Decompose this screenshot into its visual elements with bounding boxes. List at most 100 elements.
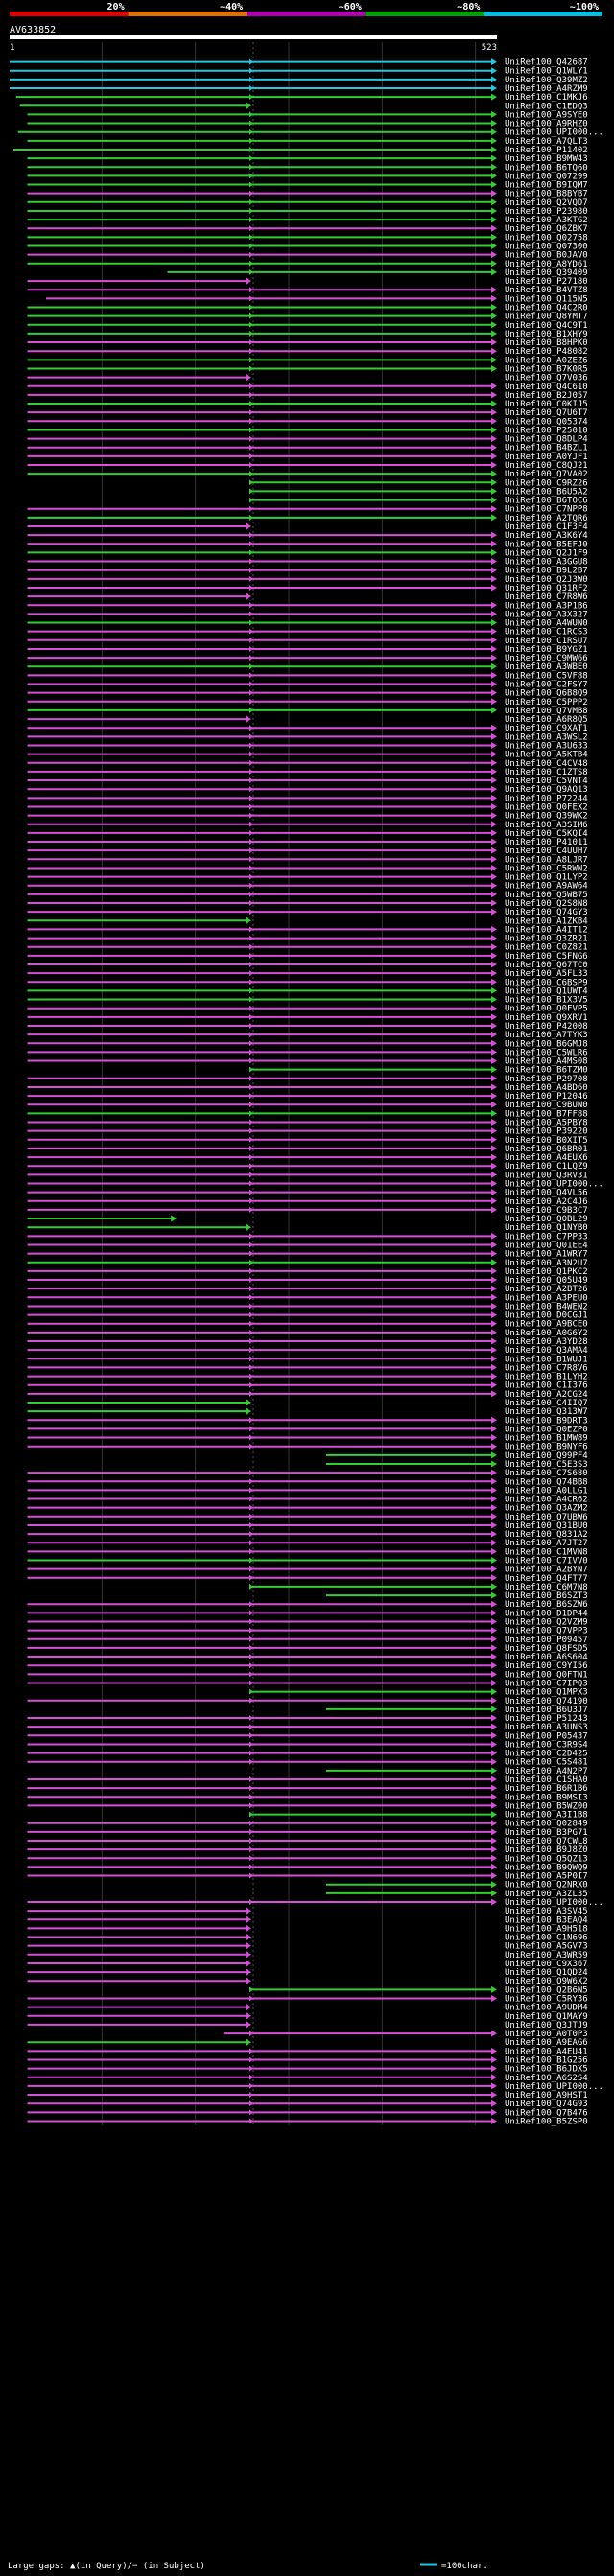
hit-label[interactable]: UniRef100_A3P1B6 xyxy=(505,601,588,611)
hit-row[interactable]: UniRef100_Q1NYB0 xyxy=(27,1223,588,1233)
hit-row[interactable]: UniRef100_C6BSP9 xyxy=(27,978,588,987)
hit-label[interactable]: UniRef100_A8YD61 xyxy=(505,260,588,269)
hit-row[interactable]: UniRef100_C5VF88 xyxy=(27,671,588,681)
hit-label[interactable]: UniRef100_B6SZT3 xyxy=(505,1591,588,1601)
hit-row[interactable]: UniRef100_Q02849 xyxy=(27,1820,588,1829)
hit-row[interactable]: UniRef100_Q2B6N5 xyxy=(249,1985,588,1995)
hit-row[interactable]: UniRef100_P25010 xyxy=(27,426,588,435)
hit-row[interactable]: UniRef100_B3PG71 xyxy=(27,1828,588,1838)
hit-label[interactable]: UniRef100_A9HST1 xyxy=(505,2091,588,2100)
hit-row[interactable]: UniRef100_B6SZT3 xyxy=(325,1591,588,1601)
hit-label[interactable]: UniRef100_B9IQM7 xyxy=(505,181,588,191)
hit-label[interactable]: UniRef100_C1LQZ9 xyxy=(505,1162,588,1172)
hit-row[interactable]: UniRef100_P11402 xyxy=(12,146,588,155)
hit-label[interactable]: UniRef100_Q4C2R0 xyxy=(505,303,588,313)
hit-row[interactable]: UniRef100_C8QJ21 xyxy=(27,461,588,471)
hit-label[interactable]: UniRef100_A3K6Y4 xyxy=(505,531,588,541)
hit-row[interactable]: UniRef100_P29708 xyxy=(27,1075,588,1084)
hit-row[interactable]: UniRef100_C7R8W6 xyxy=(27,592,588,602)
hit-label[interactable]: UniRef100_B6SZW6 xyxy=(505,1600,588,1610)
hit-label[interactable]: UniRef100_Q3AZM2 xyxy=(505,1504,588,1514)
hit-row[interactable]: UniRef100_B4BZL1 xyxy=(27,444,588,453)
hit-label[interactable]: UniRef100_A5FL33 xyxy=(505,969,588,979)
hit-label[interactable]: UniRef100_C7R8V6 xyxy=(505,1363,588,1373)
hit-row[interactable]: UniRef100_A3SV45 xyxy=(27,1907,588,1916)
hit-row[interactable]: UniRef100_Q7V036 xyxy=(27,374,588,383)
hit-label[interactable]: UniRef100_C5VNT4 xyxy=(505,777,588,786)
hit-label[interactable]: UniRef100_B2J057 xyxy=(505,391,588,401)
hit-row[interactable]: UniRef100_P51243 xyxy=(27,1714,588,1724)
hit-row[interactable]: UniRef100_Q8YMT7 xyxy=(27,313,588,322)
hit-row[interactable]: UniRef100_A7TYK3 xyxy=(27,1031,588,1040)
hit-label[interactable]: UniRef100_A4EU41 xyxy=(505,2047,588,2056)
hit-label[interactable]: UniRef100_C5FNG6 xyxy=(505,952,588,962)
hit-label[interactable]: UniRef100_C7R8W6 xyxy=(505,592,588,602)
hit-row[interactable]: UniRef100_B9YGZ1 xyxy=(27,645,588,655)
hit-label[interactable]: UniRef100_C5PPP2 xyxy=(505,698,588,708)
hit-row[interactable]: UniRef100_Q4VL56 xyxy=(27,1189,588,1198)
hit-label[interactable]: UniRef100_Q02758 xyxy=(505,233,588,243)
hit-label[interactable]: UniRef100_D0CGJ1 xyxy=(505,1311,588,1321)
hit-label[interactable]: UniRef100_B3EAQ4 xyxy=(505,1915,588,1925)
hit-row[interactable]: UniRef100_C9XAT1 xyxy=(27,724,588,733)
hit-row[interactable]: UniRef100_P39220 xyxy=(27,1127,588,1137)
hit-label[interactable]: UniRef100_B1G256 xyxy=(505,2055,588,2065)
hit-row[interactable]: UniRef100_A2C4J6 xyxy=(27,1197,588,1207)
hit-label[interactable]: UniRef100_C1RSU7 xyxy=(505,637,588,646)
hit-label[interactable]: UniRef100_UPI000... xyxy=(505,1179,603,1189)
hit-label[interactable]: UniRef100_A4IT12 xyxy=(505,925,588,935)
hit-label[interactable]: UniRef100_B4WEN2 xyxy=(505,1302,588,1311)
hit-label[interactable]: UniRef100_Q4C610 xyxy=(505,383,588,392)
hit-label[interactable]: UniRef100_A9EAG6 xyxy=(505,2038,588,2048)
hit-label[interactable]: UniRef100_B9MW43 xyxy=(505,154,588,164)
hit-row[interactable]: UniRef100_C7PP33 xyxy=(27,1232,588,1242)
hit-row[interactable]: UniRef100_C3R9S4 xyxy=(27,1740,588,1750)
hit-row[interactable]: UniRef100_Q7B476 xyxy=(27,2108,588,2118)
hit-label[interactable]: UniRef100_Q0FVP5 xyxy=(505,1005,588,1014)
hit-row[interactable]: UniRef100_Q31BU0 xyxy=(27,1521,588,1531)
hit-row[interactable]: UniRef100_C7S680 xyxy=(27,1469,588,1478)
hit-label[interactable]: UniRef100_A1ZKB4 xyxy=(505,917,588,926)
hit-row[interactable]: UniRef100_B8HPK0 xyxy=(27,338,588,348)
hit-label[interactable]: UniRef100_UPI000... xyxy=(505,1898,603,1908)
hit-label[interactable]: UniRef100_A0G6Y2 xyxy=(505,1329,588,1338)
hit-row[interactable]: UniRef100_B6GMJ8 xyxy=(27,1039,588,1049)
hit-label[interactable]: UniRef100_P11402 xyxy=(505,146,588,155)
hit-row[interactable]: UniRef100_C1I376 xyxy=(27,1381,588,1391)
hit-label[interactable]: UniRef100_C1N696 xyxy=(505,1934,588,1943)
hit-row[interactable]: UniRef100_C7R8V6 xyxy=(27,1363,588,1373)
hit-label[interactable]: UniRef100_P12046 xyxy=(505,1092,588,1102)
hit-row[interactable]: UniRef100_A0ZEZ6 xyxy=(27,356,588,365)
hit-label[interactable]: UniRef100_B1XHY9 xyxy=(505,330,588,339)
hit-row[interactable]: UniRef100_Q3AZM2 xyxy=(27,1504,588,1514)
hit-row[interactable]: UniRef100_Q1WLY1 xyxy=(10,67,588,77)
hit-label[interactable]: UniRef100_Q5QZ13 xyxy=(505,1854,588,1864)
hit-label[interactable]: UniRef100_Q31RF2 xyxy=(505,584,588,593)
hit-label[interactable]: UniRef100_C6M7N8 xyxy=(505,1583,588,1592)
hit-row[interactable]: UniRef100_B5ZSP0 xyxy=(27,2117,588,2126)
hit-row[interactable]: UniRef100_C5WLR6 xyxy=(27,1048,588,1057)
hit-row[interactable]: UniRef100_B6R1B6 xyxy=(27,1784,588,1794)
hit-row[interactable]: UniRef100_B9MW43 xyxy=(27,154,588,164)
hit-label[interactable]: UniRef100_Q2J3W0 xyxy=(505,575,588,585)
hit-label[interactable]: UniRef100_Q0BL29 xyxy=(505,1215,588,1224)
hit-label[interactable]: UniRef100_B6TZM0 xyxy=(505,1066,588,1076)
hit-label[interactable]: UniRef100_Q313W7 xyxy=(505,1407,588,1417)
hit-row[interactable]: UniRef100_C7IPQ3 xyxy=(27,1679,588,1688)
hit-label[interactable]: UniRef100_Q8FSD5 xyxy=(505,1644,588,1654)
hit-row[interactable]: UniRef100_B6SZW6 xyxy=(27,1600,588,1610)
hit-row[interactable]: UniRef100_B5EFJ0 xyxy=(27,540,588,549)
hit-row[interactable]: UniRef100_A9SYE0 xyxy=(27,110,588,120)
hit-label[interactable]: UniRef100_Q1QD24 xyxy=(505,1968,588,1978)
hit-row[interactable]: UniRef100_A1WRY7 xyxy=(27,1250,588,1260)
hit-label[interactable]: UniRef100_C4UUH7 xyxy=(505,847,588,856)
hit-label[interactable]: UniRef100_B9L2B7 xyxy=(505,567,588,576)
hit-label[interactable]: UniRef100_Q8DLP4 xyxy=(505,435,588,445)
hit-label[interactable]: UniRef100_B7K0R5 xyxy=(505,364,588,374)
hit-label[interactable]: UniRef100_C7PP33 xyxy=(505,1232,588,1242)
hit-label[interactable]: UniRef100_B6TOC6 xyxy=(505,497,588,506)
hit-label[interactable]: UniRef100_Q7V036 xyxy=(505,374,588,383)
hit-row[interactable]: UniRef100_B9NYF6 xyxy=(27,1443,588,1452)
hit-label[interactable]: UniRef100_Q39WK2 xyxy=(505,812,588,822)
hit-label[interactable]: UniRef100_D1DP44 xyxy=(505,1609,588,1618)
